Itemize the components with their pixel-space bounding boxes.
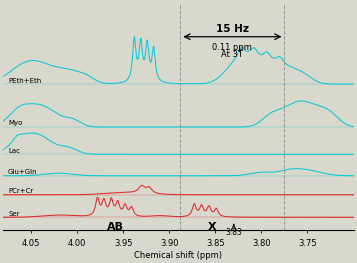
Text: PCr+Cr: PCr+Cr [8, 188, 33, 194]
Text: Glu+Gln: Glu+Gln [8, 169, 38, 175]
Text: Lac: Lac [8, 148, 20, 154]
Text: PEth+Eth: PEth+Eth [8, 78, 41, 84]
Text: 3.83: 3.83 [225, 228, 242, 237]
Text: At 3T: At 3T [221, 50, 243, 59]
Text: 0.11 ppm: 0.11 ppm [212, 43, 252, 52]
X-axis label: Chemical shift (ppm): Chemical shift (ppm) [135, 251, 222, 260]
Text: 15 Hz: 15 Hz [216, 24, 249, 34]
Text: Myo: Myo [8, 120, 22, 126]
Text: AB: AB [107, 222, 124, 232]
Text: X: X [208, 222, 217, 232]
Text: Ser: Ser [8, 211, 20, 217]
